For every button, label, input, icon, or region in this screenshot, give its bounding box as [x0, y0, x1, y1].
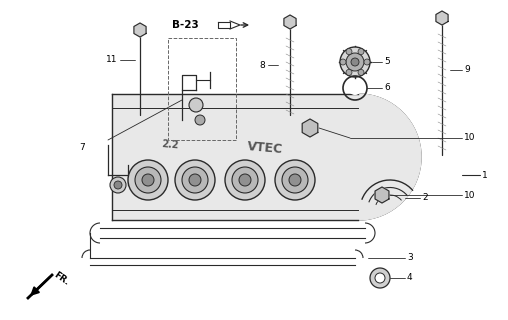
Circle shape	[358, 69, 364, 76]
Text: 11: 11	[106, 55, 117, 65]
Circle shape	[351, 58, 359, 66]
Polygon shape	[302, 119, 318, 137]
Circle shape	[110, 177, 126, 193]
Circle shape	[346, 49, 352, 55]
Circle shape	[346, 69, 352, 76]
Polygon shape	[230, 21, 240, 29]
Text: 7: 7	[79, 143, 85, 153]
Circle shape	[364, 59, 370, 65]
Text: 3: 3	[407, 253, 412, 262]
Circle shape	[142, 174, 154, 186]
Circle shape	[348, 81, 362, 95]
Circle shape	[370, 268, 390, 288]
Circle shape	[340, 47, 370, 77]
Circle shape	[182, 167, 208, 193]
Polygon shape	[218, 22, 230, 28]
Text: FR.: FR.	[52, 271, 71, 287]
Text: B-23: B-23	[172, 20, 199, 30]
Text: 8: 8	[259, 60, 265, 69]
Circle shape	[135, 167, 161, 193]
Circle shape	[282, 167, 308, 193]
Circle shape	[175, 160, 215, 200]
Text: 5: 5	[384, 58, 390, 67]
Circle shape	[340, 59, 346, 65]
Circle shape	[232, 167, 258, 193]
Circle shape	[289, 174, 301, 186]
Polygon shape	[375, 187, 389, 203]
Text: 2: 2	[422, 194, 428, 203]
Text: 1: 1	[482, 171, 488, 180]
Text: 6: 6	[384, 84, 390, 92]
Circle shape	[358, 49, 364, 55]
Circle shape	[114, 181, 122, 189]
Circle shape	[195, 115, 205, 125]
Bar	[168, 38, 236, 140]
Text: 10: 10	[464, 190, 475, 199]
Circle shape	[189, 98, 203, 112]
Circle shape	[375, 273, 385, 283]
Circle shape	[346, 53, 364, 71]
Circle shape	[225, 160, 265, 200]
Text: 4: 4	[407, 274, 412, 283]
Polygon shape	[134, 23, 146, 37]
Text: 10: 10	[464, 133, 475, 142]
Circle shape	[239, 174, 251, 186]
Polygon shape	[284, 15, 296, 29]
Circle shape	[128, 160, 168, 200]
Circle shape	[275, 160, 315, 200]
Wedge shape	[358, 94, 421, 220]
Text: 9: 9	[464, 66, 470, 75]
Text: VTEC: VTEC	[246, 140, 283, 156]
Polygon shape	[436, 11, 448, 25]
Bar	[112, 94, 358, 220]
Circle shape	[189, 174, 201, 186]
Text: 2.2: 2.2	[161, 139, 179, 151]
